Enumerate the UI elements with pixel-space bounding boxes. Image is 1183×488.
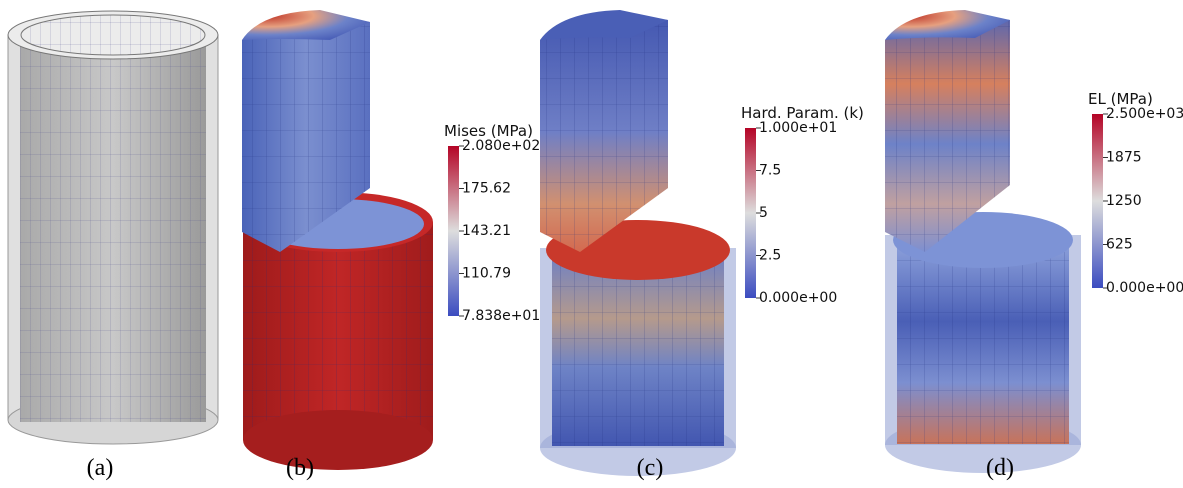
colorbar (1092, 114, 1103, 288)
panel-label: (c) (637, 455, 664, 481)
panel-label: (d) (986, 455, 1014, 481)
mesh-cylinder (7, 10, 219, 445)
colorbar-tick-label: 175.62 (462, 181, 511, 197)
mises-cylinder (242, 10, 433, 470)
el-cylinder (885, 10, 1081, 473)
colorbar-tick-label: 0.000e+00 (1106, 280, 1183, 296)
colorbar (745, 128, 756, 298)
colorbar-tick-label: 625 (1106, 237, 1133, 253)
colorbar-tick-label: 7.838e+01 (462, 308, 540, 324)
colorbar-tick-label: 143.21 (462, 223, 511, 239)
panel-label: (b) (286, 455, 314, 481)
colorbar-tick-label: 1875 (1106, 150, 1142, 166)
colorbar-title: Mises (MPa) (444, 122, 533, 140)
colorbar-tick-label: 0.000e+00 (759, 290, 837, 306)
colorbar-title: Hard. Param. (k) (741, 104, 864, 122)
colorbar-tick-label: 2.080e+02 (462, 138, 540, 154)
panel-label: (a) (87, 455, 114, 481)
colorbar-title: EL (MPa) (1088, 90, 1153, 108)
hardening-cylinder (540, 10, 736, 476)
colorbar-tick-label: 1250 (1106, 193, 1142, 209)
colorbar-tick-label: 2.500e+03 (1106, 106, 1183, 122)
colorbar-tick-label: 1.000e+01 (759, 120, 837, 136)
colorbar-tick-label: 110.79 (462, 266, 511, 282)
colorbar (448, 146, 459, 316)
colorbar-tick-label: 7.5 (759, 163, 781, 179)
colorbar-tick-label: 2.5 (759, 248, 781, 264)
colorbar-tick-label: 5 (759, 205, 768, 221)
